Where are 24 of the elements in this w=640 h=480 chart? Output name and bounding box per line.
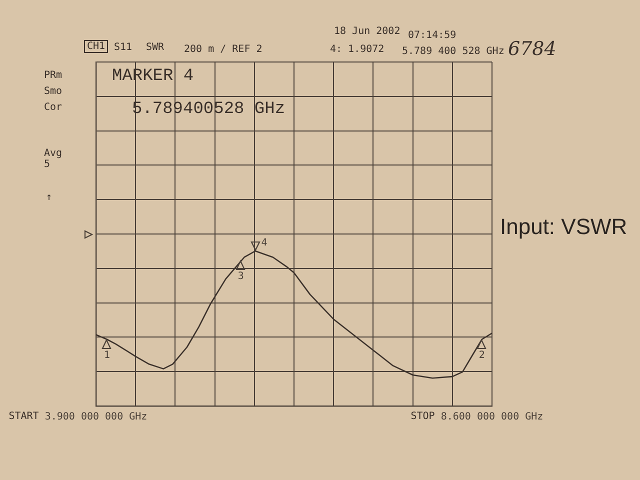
text: 200 m / REF 2: [184, 44, 262, 56]
text: SWR: [146, 42, 164, 54]
text: 07:14:59: [408, 30, 456, 42]
text: START: [8, 411, 39, 423]
text: 4: 1.9072: [330, 44, 384, 56]
text: Cor: [44, 102, 62, 114]
text: STOP: [410, 411, 435, 423]
text: Smo: [44, 86, 62, 98]
text: Avg: [44, 148, 62, 160]
text: Input: VSWR: [500, 214, 628, 240]
text: ↑: [46, 192, 52, 204]
x-tick-label: 3.900 000 000 GHz: [44, 412, 148, 423]
text: 18 Jun 2002: [334, 26, 400, 38]
annotation: 2: [478, 350, 485, 361]
annotation: 1: [104, 350, 110, 361]
text: S11: [114, 42, 132, 54]
x-tick-label: 8.600 000 000 GHz: [440, 412, 544, 423]
text: PRm: [44, 70, 62, 82]
annotation: 4: [261, 238, 268, 249]
text: CH1: [84, 40, 108, 53]
annotation: 3: [238, 270, 244, 282]
text: 6784: [508, 38, 556, 60]
text: 5: [44, 159, 50, 171]
text: 5.789 400 528 GHz: [402, 46, 504, 58]
